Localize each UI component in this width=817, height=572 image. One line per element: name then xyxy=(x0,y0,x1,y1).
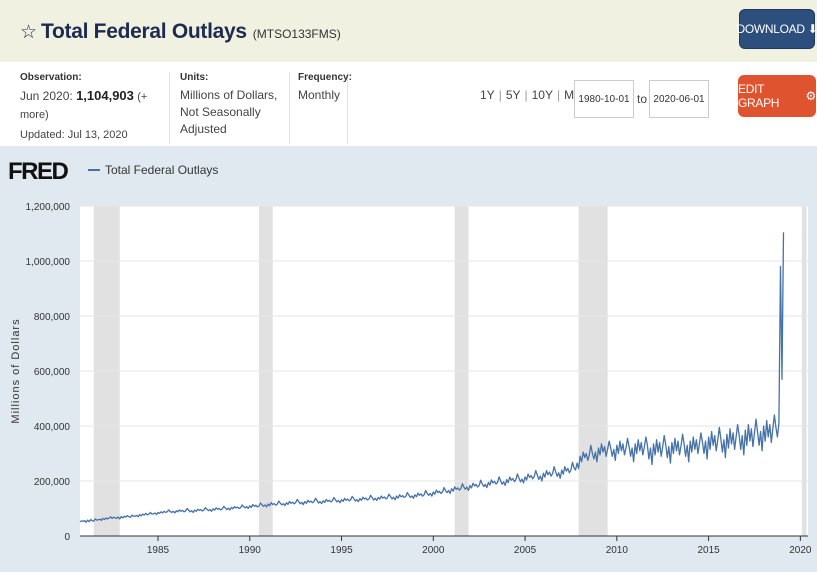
range-5y[interactable]: 5Y xyxy=(505,88,521,102)
start-date-input[interactable]: 1980-10-01 xyxy=(574,80,634,118)
range-separator: | xyxy=(556,88,561,102)
y-axis-label: Millions of Dollars xyxy=(10,318,22,423)
y-tick-label: 1,200,000 xyxy=(26,202,71,213)
x-tick-label: 2005 xyxy=(514,545,537,556)
updated-date: Updated: Jul 13, 2020 xyxy=(20,129,128,141)
units-label: Units: xyxy=(180,72,209,83)
chart-legend: Total Federal Outlays xyxy=(88,163,218,177)
y-tick-label: 1,000,000 xyxy=(26,257,71,268)
x-tick-label: 1995 xyxy=(330,545,353,556)
y-tick-label: 200,000 xyxy=(34,477,71,488)
x-tick-label: 2000 xyxy=(422,545,445,556)
x-tick-label: 1990 xyxy=(239,545,262,556)
download-icon: ⬇ xyxy=(807,22,817,36)
title-row: ☆ Total Federal Outlays (MTSO133FMS) xyxy=(20,20,341,44)
download-label: DOWNLOAD xyxy=(736,22,805,36)
frequency-value: Monthly xyxy=(298,88,341,102)
star-outline-icon[interactable]: ☆ xyxy=(20,22,38,43)
page-title: Total Federal Outlays xyxy=(41,20,247,43)
frequency-label: Frequency: xyxy=(298,72,352,83)
download-button[interactable]: DOWNLOAD ⬇ xyxy=(736,9,817,49)
x-tick-label: 2010 xyxy=(606,545,629,556)
gear-icon: ⚙ xyxy=(805,89,817,103)
series-header: ☆ Total Federal Outlays (MTSO133FMS) DOW… xyxy=(0,0,817,62)
chart-frame: FRED Total Federal Outlays 0 200,000 400,0… xyxy=(0,146,817,572)
y-tick-label: 400,000 xyxy=(34,422,71,433)
range-1y[interactable]: 1Y xyxy=(480,88,495,102)
legend-label: Total Federal Outlays xyxy=(105,163,219,177)
range-10y[interactable]: 10Y xyxy=(531,88,553,102)
units-line2: Not Seasonally Adjusted xyxy=(180,105,261,136)
units-line1: Millions of Dollars, xyxy=(180,88,278,102)
observation-block: Observation: Jun 2020: 1,104,903 (+ more… xyxy=(20,72,170,144)
observation-line: Jun 2020: 1,104,903 (+ more) xyxy=(20,87,161,124)
series-line xyxy=(79,232,785,523)
end-date-input[interactable]: 2020-06-01 xyxy=(649,80,709,118)
edit-graph-button[interactable]: EDIT GRAPH ⚙ xyxy=(738,75,816,117)
legend-swatch xyxy=(88,169,100,171)
y-tick-label: 800,000 xyxy=(34,312,71,323)
x-tick-label: 2015 xyxy=(697,545,720,556)
x-tick-label: 2020 xyxy=(789,545,812,556)
series-id: (MTSO133FMS) xyxy=(252,27,341,41)
observation-date: Jun 2020: xyxy=(20,89,73,103)
range-separator: | xyxy=(524,88,528,102)
to-label: to xyxy=(637,92,648,106)
edit-graph-label: EDIT GRAPH xyxy=(738,82,780,110)
frequency-block: Frequency: Monthly xyxy=(298,72,352,144)
units-block: Units: Millions of Dollars, Not Seasonal… xyxy=(180,72,290,144)
y-tick-label: 0 xyxy=(64,532,70,543)
y-tick-label: 600,000 xyxy=(34,367,71,378)
observation-value: 1,104,903 xyxy=(76,88,134,103)
line-chart[interactable]: 0 200,000 400,000 600,000 800,000 1,000,000 1,… xyxy=(0,146,817,572)
range-separator: | xyxy=(498,88,502,102)
observation-label: Observation: xyxy=(20,72,82,83)
observation-more-link[interactable]: (+ more) xyxy=(20,91,148,121)
x-tick-label: 1985 xyxy=(147,545,170,556)
range-selector: 1Y | 5Y | 10Y | Max xyxy=(480,88,587,102)
fred-logo: FRED xyxy=(8,158,69,185)
